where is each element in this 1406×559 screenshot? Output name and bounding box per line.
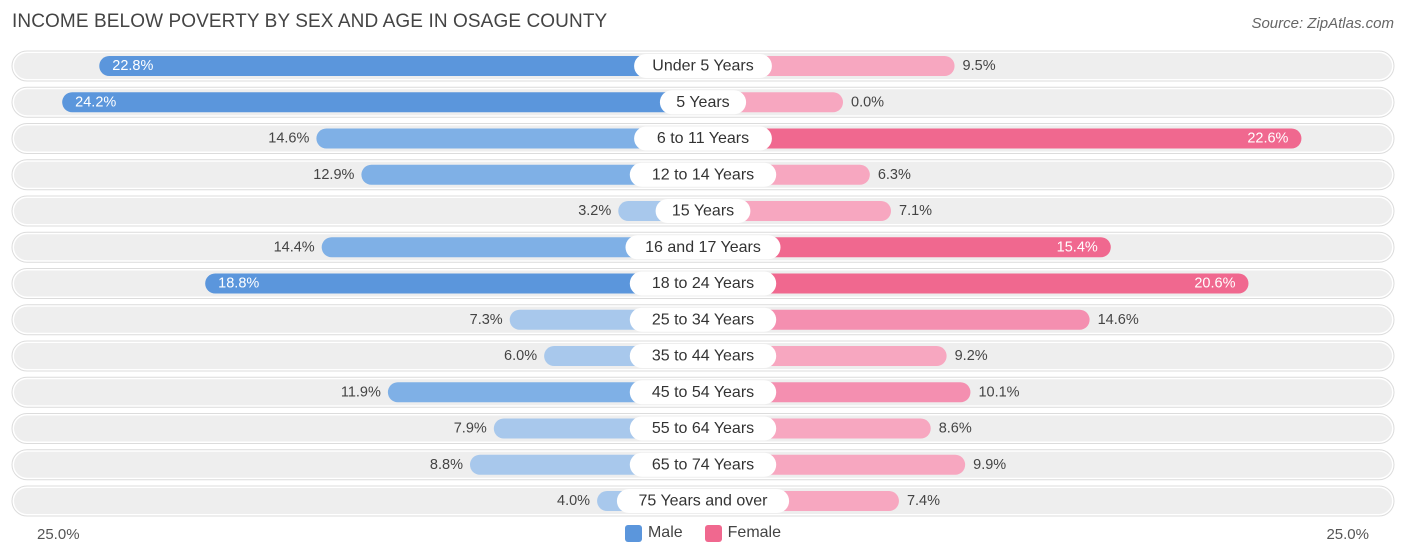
category-label: 45 to 54 Years xyxy=(652,384,754,401)
category-pill xyxy=(616,489,790,513)
legend-item-male[interactable]: Male xyxy=(624,524,683,542)
data-label-female: 9.5% xyxy=(963,58,996,74)
bar-female xyxy=(703,273,1249,294)
bar-male xyxy=(99,56,704,76)
bar-male xyxy=(205,273,703,294)
bar-male xyxy=(316,128,703,149)
data-label-female: 22.6% xyxy=(1247,131,1288,147)
axis-left-label: 25.0% xyxy=(37,526,80,543)
source-credit: Source: ZipAtlas.com xyxy=(1251,15,1394,32)
data-label-female: 8.6% xyxy=(939,421,972,437)
data-label-male: 11.9% xyxy=(341,384,381,400)
category-label: 6 to 11 Years xyxy=(657,130,749,147)
legend-swatch-female xyxy=(704,524,722,542)
data-label-male: 7.9% xyxy=(454,421,487,437)
category-pill xyxy=(634,54,772,78)
bar-female xyxy=(703,309,1090,330)
data-label-male: 7.3% xyxy=(470,312,503,328)
data-label-female: 9.9% xyxy=(973,457,1006,473)
data-label-male: 12.9% xyxy=(313,167,354,183)
data-label-female: 9.2% xyxy=(955,348,988,364)
data-label-female: 7.1% xyxy=(899,203,932,219)
diverging-bar-chart: 22.8% 9.5% Under 5 Years 24.2% 0.0% 5 Years 14… xyxy=(11,50,1395,517)
bar-male xyxy=(62,92,703,113)
category-label: 35 to 44 Years xyxy=(652,348,754,365)
category-label: 55 to 64 Years xyxy=(652,420,754,437)
category-label: 25 to 34 Years xyxy=(652,311,754,328)
category-label: 18 to 24 Years xyxy=(652,275,754,292)
data-label-male: 18.8% xyxy=(218,276,259,292)
data-label-female: 7.4% xyxy=(907,493,940,509)
data-label-female: 0.0% xyxy=(851,94,884,110)
category-label: 16 and 17 Years xyxy=(645,239,761,256)
data-label-male: 22.8% xyxy=(112,58,153,74)
bar-female xyxy=(703,128,1302,149)
legend-label-male: Male xyxy=(647,524,683,541)
data-label-female: 15.4% xyxy=(1057,239,1098,255)
legend-swatch-male xyxy=(624,524,642,542)
category-pill xyxy=(655,199,751,223)
axis-right-label: 25.0% xyxy=(1326,526,1369,543)
data-label-male: 3.2% xyxy=(578,203,611,219)
category-label: 15 Years xyxy=(672,203,734,220)
category-label: 12 to 14 Years xyxy=(652,166,754,183)
category-pill xyxy=(629,307,777,332)
data-label-male: 8.8% xyxy=(430,457,463,473)
bar-female xyxy=(703,237,1111,258)
legend-label-female: Female xyxy=(727,524,782,541)
category-pill xyxy=(625,235,781,260)
category-pill xyxy=(659,90,747,115)
category-pill xyxy=(629,452,777,477)
data-label-male: 24.2% xyxy=(75,94,116,110)
legend-item-female[interactable]: Female xyxy=(704,524,782,542)
category-pill xyxy=(629,380,777,405)
bar-male xyxy=(361,164,703,185)
data-label-male: 4.0% xyxy=(557,493,590,509)
category-pill xyxy=(634,126,772,151)
legend: Male Female xyxy=(0,524,1406,542)
data-label-female: 14.6% xyxy=(1098,312,1139,328)
category-pill xyxy=(629,162,777,187)
data-label-male: 14.4% xyxy=(274,239,315,255)
category-pill xyxy=(629,344,777,368)
data-label-female: 20.6% xyxy=(1194,276,1235,292)
category-pill xyxy=(629,271,777,296)
data-label-male: 6.0% xyxy=(504,348,537,364)
bar-male xyxy=(321,237,703,258)
data-label-female: 10.1% xyxy=(978,384,1019,400)
bar-female xyxy=(703,201,892,221)
category-pill xyxy=(629,416,777,441)
category-label: Under 5 Years xyxy=(652,58,753,75)
category-label: 5 Years xyxy=(676,94,729,111)
category-label: 65 to 74 Years xyxy=(652,456,754,473)
category-label: 75 Years and over xyxy=(639,493,769,510)
bar-male xyxy=(387,382,703,403)
data-label-male: 14.6% xyxy=(268,131,309,147)
data-label-female: 6.3% xyxy=(878,167,911,183)
chart-title: INCOME BELOW POVERTY BY SEX AND AGE IN O… xyxy=(12,11,608,32)
